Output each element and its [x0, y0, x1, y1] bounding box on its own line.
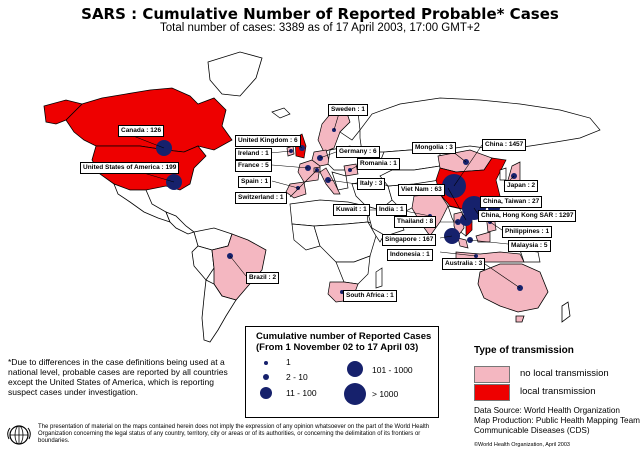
source-line2: Map Production: Public Health Mapping Te… [474, 416, 640, 425]
legend-dot-101-1000 [347, 361, 363, 377]
label-ireland: Ireland : 1 [235, 148, 272, 160]
legend-label-11-100: 11 - 100 [286, 388, 317, 398]
map-subtitle: Total number of cases: 3389 as of 17 Apr… [160, 22, 480, 34]
legend-label-101-1000: 101 - 1000 [372, 365, 413, 375]
label-kuwait: Kuwait : 1 [333, 204, 370, 216]
label-germany: Germany : 6 [336, 146, 380, 158]
label-spain: Spain : 1 [238, 176, 272, 188]
cases-legend-title: Cumulative number of Reported Cases (Fro… [256, 331, 431, 353]
label-no-local: no local transmission [520, 368, 609, 379]
label-india: India : 1 [376, 204, 407, 216]
country-madagascar [375, 267, 383, 289]
land-oceania [477, 263, 571, 323]
country-central-america [165, 211, 195, 235]
label-south-africa: South Africa : 1 [343, 290, 397, 302]
cases-legend: Cumulative number of Reported Cases (Fro… [245, 326, 439, 418]
label-viet-nam: Viet Nam : 63 [398, 184, 445, 196]
label-hong-kong: China, Hong Kong SAR : 1297 [478, 210, 577, 222]
label-usa: United States of America : 199 [80, 162, 180, 174]
copyright: ©World Health Organization, April 2003 [474, 442, 570, 448]
country-mexico [113, 183, 171, 223]
label-china: China : 1457 [482, 139, 527, 151]
legend-dot-over-1000 [344, 383, 366, 405]
swatch-no-local [474, 366, 510, 383]
label-local: local transmission [520, 386, 596, 397]
label-taiwan: China, Taiwan : 27 [480, 196, 543, 208]
swatch-local [474, 384, 510, 401]
label-philippines: Philippines : 1 [502, 226, 553, 238]
country-new-zealand [561, 301, 571, 323]
country-iceland [271, 107, 291, 119]
disclaimer: The presentation of material on the maps… [38, 424, 430, 444]
label-singapore: Singapore : 167 [382, 234, 437, 246]
country-central-africa [313, 221, 377, 263]
legend-dot-1 [264, 361, 268, 365]
country-balkans [331, 171, 349, 191]
label-australia: Australia : 3 [442, 258, 486, 270]
label-mongolia: Mongolia : 3 [412, 142, 456, 154]
land-north-america [43, 51, 263, 235]
country-alaska [43, 99, 83, 125]
cases-legend-title-line2: (From 1 November 02 to 17 April 03) [256, 342, 419, 353]
country-greenland [207, 51, 263, 97]
cases-legend-title-line1: Cumulative number of Reported Cases [256, 331, 432, 342]
map-title: SARS : Cumulative Number of Reported Pro… [81, 5, 559, 23]
country-korea [499, 167, 507, 181]
who-emblem-icon [7, 425, 31, 445]
label-canada: Canada : 126 [118, 125, 165, 137]
country-tasmania [515, 315, 525, 323]
source-line3: Communicable Diseases (CDS) [474, 426, 590, 435]
footnote: *Due to differences in the case definiti… [8, 357, 228, 397]
legend-label-over-1000: > 1000 [372, 389, 399, 399]
label-thailand: Thailand : 8 [394, 216, 437, 228]
legend-dot-2-10 [263, 374, 269, 380]
country-malaysia [457, 231, 491, 249]
country-argentina-chile [201, 279, 237, 343]
country-central-asia [379, 165, 441, 187]
label-sweden: Sweden : 1 [328, 104, 368, 116]
label-japan: Japan : 2 [504, 180, 539, 192]
source-line1: Data Source: World Health Organization [474, 406, 620, 415]
label-italy: Italy : 3 [357, 178, 386, 190]
country-australia [477, 263, 549, 313]
country-russia [359, 97, 601, 153]
legend-label-1: 1 [286, 357, 291, 367]
label-malaysia: Malaysia : 5 [508, 240, 551, 252]
transmission-legend-title: Type of transmission [474, 345, 574, 356]
bubble-indonesia [474, 254, 478, 258]
land-africa [289, 199, 389, 303]
legend-label-2-10: 2 - 10 [286, 372, 308, 382]
data-source: Data Source: World Health Organization M… [474, 406, 640, 436]
label-france: France : 5 [235, 160, 272, 172]
land-south-america [191, 227, 267, 343]
label-romania: Romania : 1 [357, 158, 400, 170]
label-switzerland: Switzerland : 1 [235, 192, 287, 204]
country-west-africa [291, 223, 321, 251]
label-uk: United Kingdom : 6 [235, 135, 301, 147]
label-brazil: Brazil : 2 [246, 272, 280, 284]
legend-dot-11-100 [260, 387, 272, 399]
label-indonesia: Indonesia : 1 [387, 249, 433, 261]
country-peru [191, 245, 215, 281]
